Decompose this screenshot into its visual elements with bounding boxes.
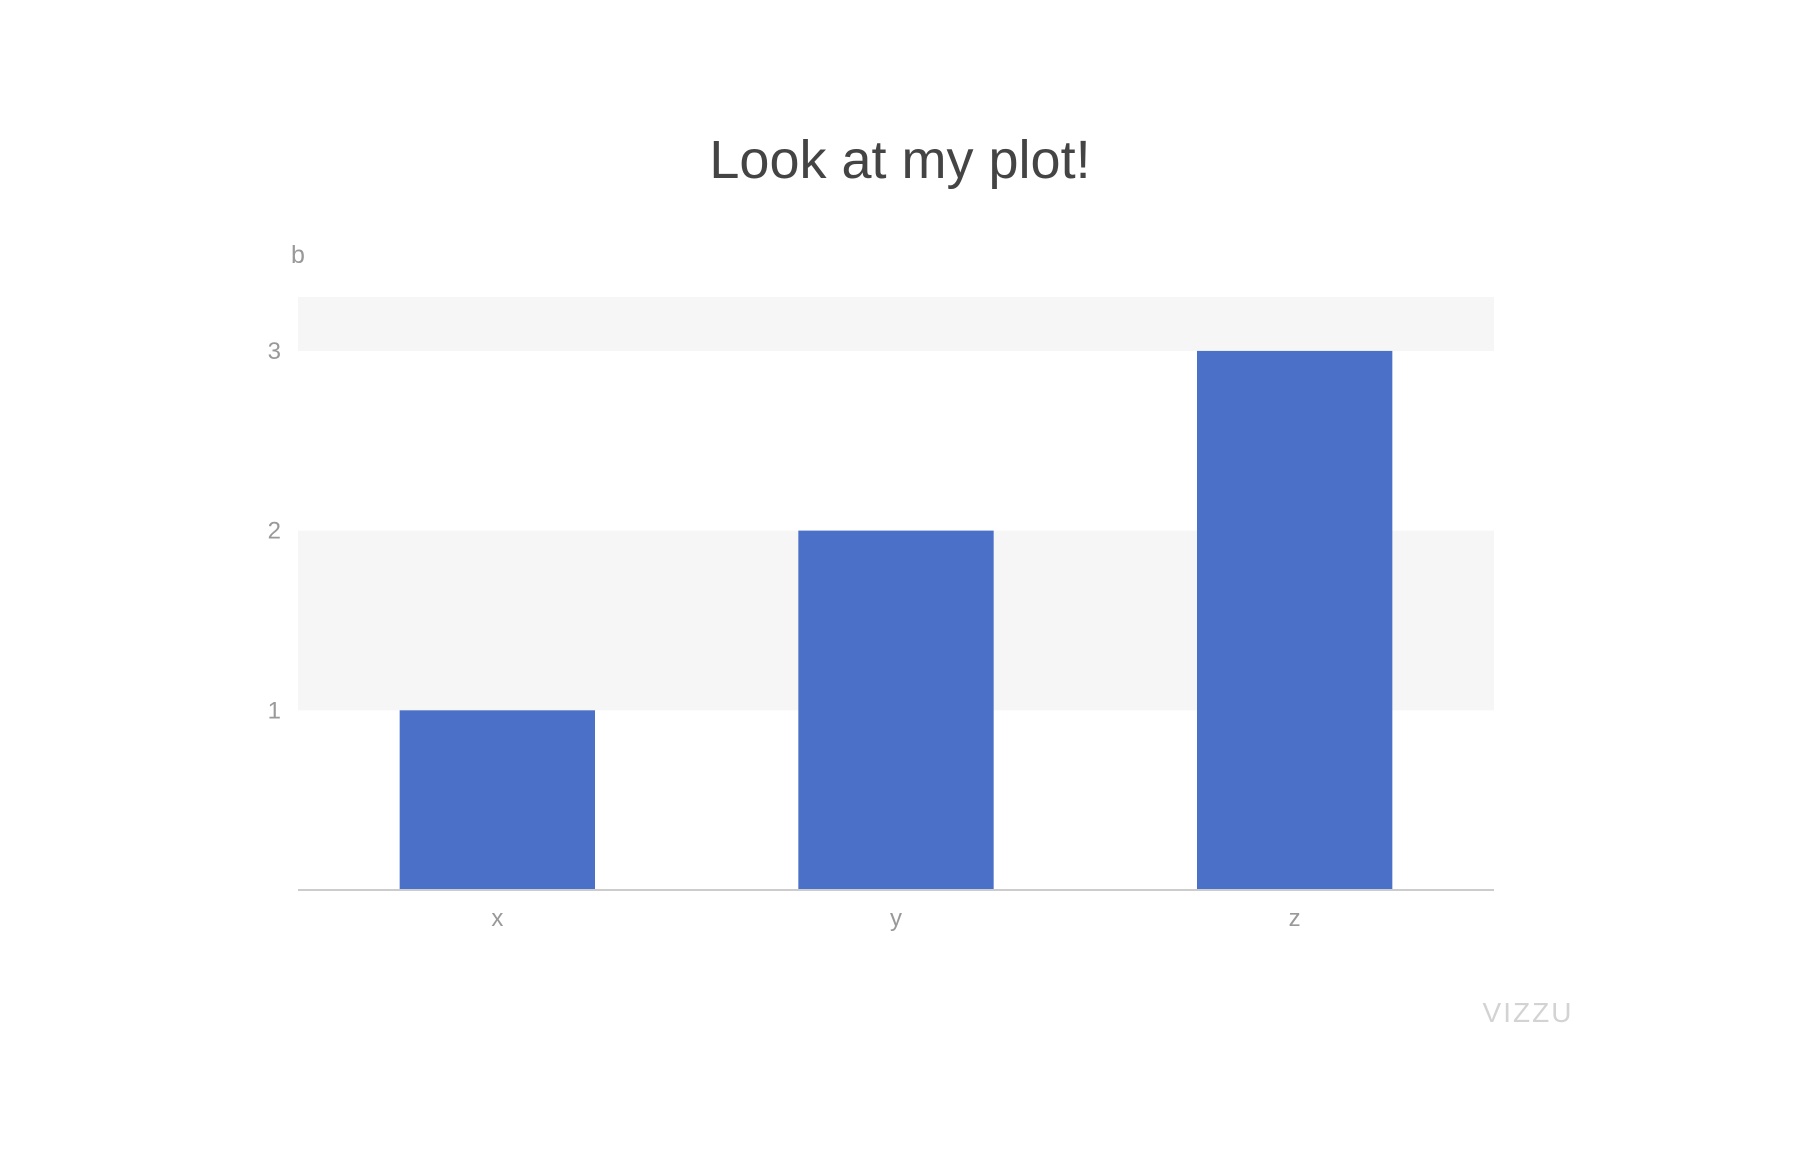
- x-tick-label: y: [890, 905, 902, 932]
- bar-y[interactable]: [798, 530, 994, 890]
- vizzu-logo: VIZZU: [1483, 997, 1574, 1028]
- y-axis-title: b: [291, 241, 305, 269]
- grid-band: [298, 297, 1494, 351]
- x-tick-labels: x y z: [491, 905, 1300, 932]
- bars: [399, 350, 1393, 891]
- x-tick-label: x: [491, 905, 503, 932]
- bar-z[interactable]: [1196, 350, 1393, 891]
- y-tick-label: 1: [268, 697, 281, 724]
- y-tick-labels: 1 2 3: [268, 338, 281, 724]
- y-tick-label: 3: [268, 338, 281, 365]
- chart-title: Look at my plot!: [709, 130, 1090, 190]
- y-tick-label: 2: [268, 518, 281, 545]
- bar-x[interactable]: [399, 710, 596, 890]
- x-tick-label: z: [1289, 905, 1301, 932]
